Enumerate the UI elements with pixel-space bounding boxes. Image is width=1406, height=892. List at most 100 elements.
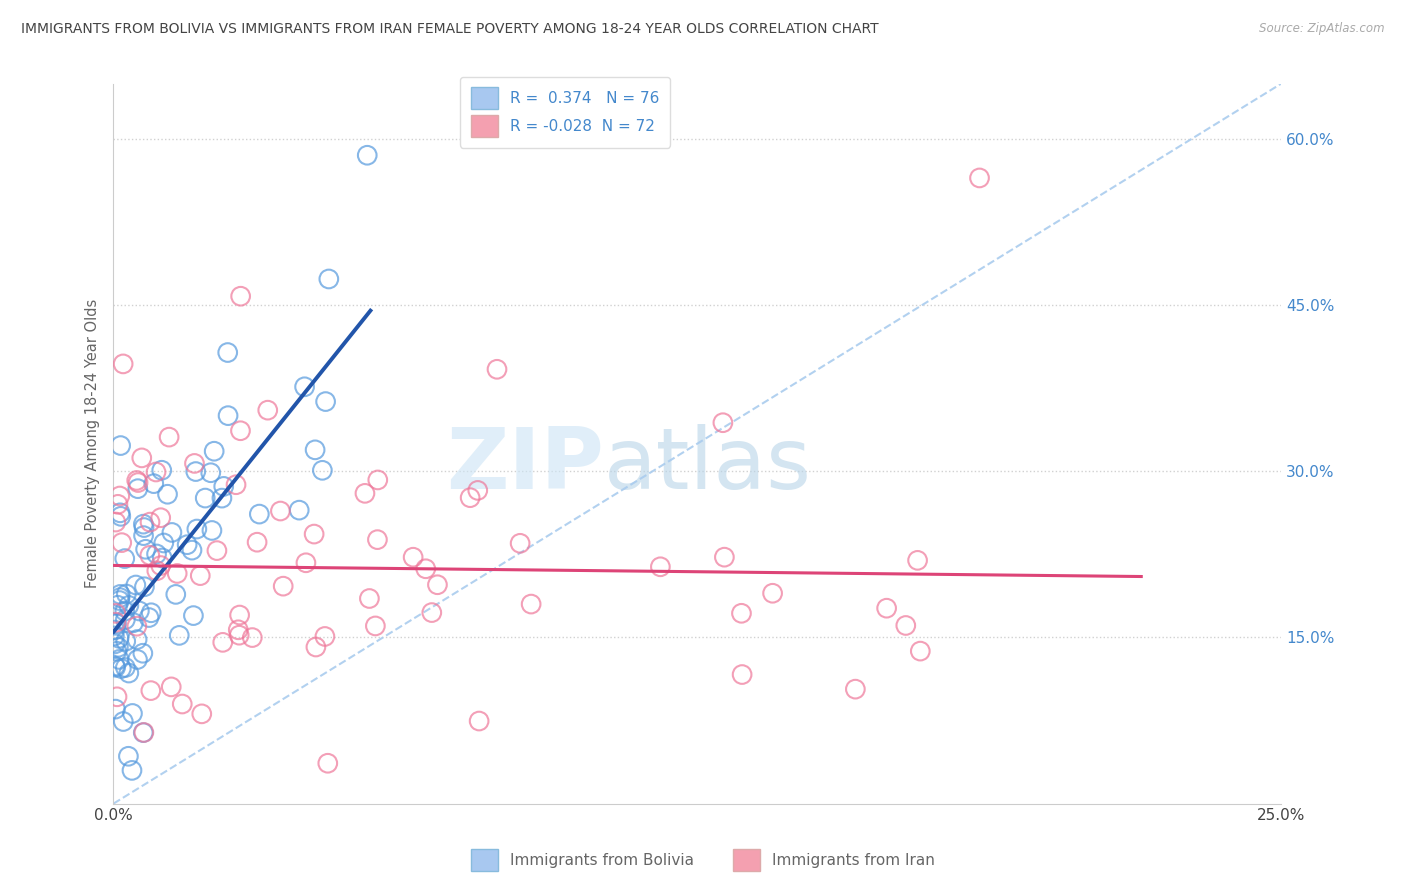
Point bbox=[114, 604, 136, 618]
Point bbox=[125, 474, 148, 488]
Point bbox=[731, 667, 754, 681]
Point bbox=[186, 522, 208, 536]
Point bbox=[188, 568, 211, 582]
Point bbox=[356, 148, 378, 162]
Legend: R =  0.374   N = 76, R = -0.028  N = 72: R = 0.374 N = 76, R = -0.028 N = 72 bbox=[460, 77, 671, 147]
Point bbox=[256, 403, 278, 417]
Point bbox=[127, 475, 149, 490]
Point bbox=[711, 416, 734, 430]
Point bbox=[135, 542, 157, 557]
Point bbox=[240, 631, 263, 645]
Point bbox=[112, 357, 135, 371]
Point bbox=[364, 619, 387, 633]
Point bbox=[202, 444, 225, 458]
Point bbox=[315, 394, 337, 409]
Point bbox=[150, 551, 173, 566]
Point bbox=[420, 606, 443, 620]
Point bbox=[172, 697, 194, 711]
Point bbox=[121, 764, 143, 778]
Point bbox=[104, 659, 127, 673]
Point bbox=[132, 725, 155, 739]
Point bbox=[105, 644, 128, 658]
Point bbox=[139, 549, 162, 563]
Point bbox=[139, 683, 162, 698]
Point bbox=[247, 507, 270, 521]
Point bbox=[520, 597, 543, 611]
Point bbox=[105, 616, 128, 631]
Point bbox=[271, 579, 294, 593]
Point bbox=[302, 527, 325, 541]
Point bbox=[167, 628, 190, 642]
Point bbox=[212, 479, 235, 493]
Text: atlas: atlas bbox=[605, 424, 813, 507]
Point bbox=[107, 497, 129, 511]
Point bbox=[125, 578, 148, 592]
Point bbox=[108, 632, 131, 646]
Point bbox=[104, 623, 127, 637]
Point bbox=[107, 599, 129, 613]
Point bbox=[149, 558, 172, 573]
Point bbox=[114, 551, 136, 566]
Point bbox=[118, 666, 141, 681]
Point bbox=[104, 660, 127, 674]
Point bbox=[200, 466, 222, 480]
Point bbox=[318, 272, 340, 286]
Point bbox=[108, 652, 131, 666]
Point bbox=[132, 646, 155, 660]
Point bbox=[894, 618, 917, 632]
Text: ZIP: ZIP bbox=[446, 424, 605, 507]
Point bbox=[458, 491, 481, 505]
Point bbox=[157, 430, 180, 444]
Point bbox=[311, 463, 333, 477]
Point bbox=[108, 591, 131, 605]
Point bbox=[132, 517, 155, 532]
Point bbox=[103, 629, 125, 643]
Text: IMMIGRANTS FROM BOLIVIA VS IMMIGRANTS FROM IRAN FEMALE POVERTY AMONG 18-24 YEAR : IMMIGRANTS FROM BOLIVIA VS IMMIGRANTS FR… bbox=[21, 22, 879, 37]
Point bbox=[295, 556, 318, 570]
Point bbox=[217, 409, 239, 423]
Point bbox=[730, 607, 752, 621]
Point bbox=[138, 610, 160, 624]
Point bbox=[132, 725, 155, 739]
Point bbox=[145, 465, 167, 479]
Point bbox=[650, 559, 672, 574]
Point bbox=[110, 661, 132, 675]
Point bbox=[229, 289, 252, 303]
Point bbox=[107, 640, 129, 655]
Point bbox=[131, 450, 153, 465]
Point bbox=[142, 476, 165, 491]
Point bbox=[761, 586, 783, 600]
Point bbox=[876, 601, 898, 615]
Point bbox=[160, 525, 183, 540]
Point bbox=[316, 756, 339, 771]
Point bbox=[294, 380, 316, 394]
Point bbox=[907, 553, 929, 567]
Point bbox=[108, 593, 131, 607]
Point bbox=[111, 535, 134, 549]
Point bbox=[225, 477, 247, 491]
Point bbox=[156, 487, 179, 501]
Point bbox=[114, 613, 136, 627]
Point bbox=[115, 587, 138, 601]
Point bbox=[269, 504, 291, 518]
Point bbox=[229, 424, 252, 438]
Point bbox=[211, 635, 233, 649]
Point bbox=[127, 482, 149, 496]
Point bbox=[426, 578, 449, 592]
Point bbox=[160, 680, 183, 694]
Point bbox=[485, 362, 508, 376]
Point bbox=[118, 599, 141, 613]
Point bbox=[201, 524, 224, 538]
Point bbox=[108, 587, 131, 601]
Point bbox=[128, 604, 150, 618]
Point bbox=[104, 607, 127, 621]
Point bbox=[314, 630, 336, 644]
Point bbox=[110, 509, 132, 524]
Point bbox=[110, 439, 132, 453]
Point bbox=[146, 564, 169, 578]
Point bbox=[114, 660, 136, 674]
Point bbox=[183, 608, 205, 623]
Point bbox=[112, 714, 135, 729]
Point bbox=[104, 702, 127, 716]
Point bbox=[509, 536, 531, 550]
